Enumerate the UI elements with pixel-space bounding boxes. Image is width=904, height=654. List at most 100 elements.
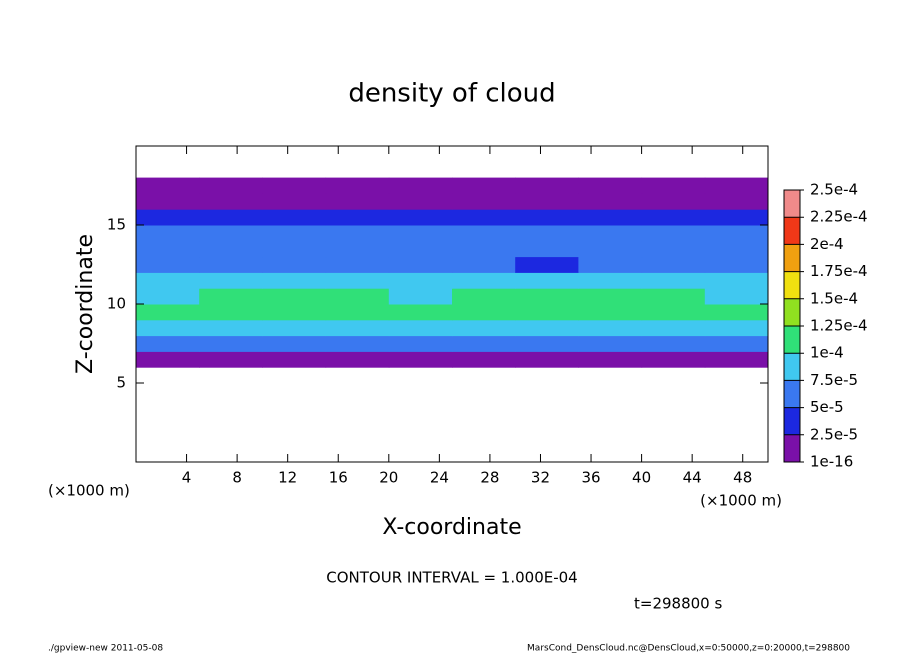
heat-cell bbox=[325, 225, 390, 242]
heat-cell bbox=[705, 383, 769, 399]
heat-cell bbox=[515, 430, 579, 446]
heat-cell bbox=[199, 383, 263, 399]
heat-cell bbox=[388, 288, 453, 305]
heat-cell bbox=[136, 304, 200, 321]
heat-cell bbox=[388, 177, 453, 194]
heat-cell bbox=[641, 256, 706, 273]
heat-cell bbox=[515, 415, 579, 431]
colorbar-label: 2.5e-4 bbox=[810, 181, 858, 199]
heat-cell bbox=[325, 240, 390, 258]
colorbar-band bbox=[784, 217, 800, 245]
heat-cell bbox=[452, 193, 516, 210]
heat-cell bbox=[389, 367, 453, 383]
heat-cell bbox=[389, 383, 453, 399]
heat-cell bbox=[326, 415, 390, 431]
heat-cell bbox=[262, 335, 327, 352]
heat-cell bbox=[515, 240, 579, 258]
colorbar: 1e-16 2.5e-5 5e-5 7.5e-5 1e-4 1.25e-4 1.5e-4 1.… bbox=[783, 181, 868, 471]
heat-cell bbox=[515, 399, 579, 415]
heat-cell bbox=[452, 288, 516, 305]
heat-cell bbox=[136, 446, 200, 462]
footer-left: ./gpview-new 2011-05-08 bbox=[48, 644, 163, 654]
colorbar-label: 2.25e-4 bbox=[810, 208, 868, 226]
heat-cell bbox=[325, 304, 390, 321]
heat-cell bbox=[452, 399, 516, 415]
heat-cell bbox=[326, 446, 390, 462]
heat-cell bbox=[452, 335, 516, 352]
heat-cell bbox=[515, 319, 579, 337]
heat-cell bbox=[389, 399, 453, 415]
heat-cell bbox=[452, 209, 516, 226]
heat-cell bbox=[704, 193, 769, 210]
colorbar-label: 5e-5 bbox=[810, 398, 844, 416]
heat-cell bbox=[641, 304, 706, 321]
heat-cell bbox=[389, 162, 453, 178]
heat-cell bbox=[326, 162, 390, 178]
heat-cell bbox=[515, 288, 579, 305]
heat-cell bbox=[388, 304, 453, 321]
time-note: t=298800 s bbox=[634, 595, 722, 613]
heat-cell bbox=[578, 162, 642, 178]
heat-cell bbox=[578, 399, 642, 415]
heat-cell bbox=[641, 288, 706, 305]
heat-cell bbox=[515, 225, 579, 242]
heat-cell bbox=[578, 225, 643, 242]
heat-cell bbox=[705, 162, 769, 178]
heat-cell bbox=[642, 446, 706, 462]
heat-cell bbox=[452, 415, 516, 431]
heat-cell bbox=[325, 272, 390, 289]
heat-cell bbox=[515, 177, 579, 194]
heat-cell bbox=[326, 383, 390, 399]
heat-cell bbox=[199, 193, 263, 210]
chart-title: density of cloud bbox=[348, 79, 555, 109]
heat-cell bbox=[199, 446, 263, 462]
heat-cell bbox=[642, 146, 706, 162]
heat-cell bbox=[326, 367, 390, 383]
heat-cell bbox=[388, 272, 453, 289]
heat-cell bbox=[136, 367, 200, 383]
heat-cell bbox=[578, 430, 642, 446]
heat-cell bbox=[199, 415, 263, 431]
heat-cell bbox=[578, 209, 643, 226]
heat-cell bbox=[199, 162, 263, 178]
heat-cell bbox=[578, 415, 642, 431]
heat-cell bbox=[704, 240, 769, 258]
colorbar-label: 2e-4 bbox=[810, 235, 844, 253]
heat-cell bbox=[452, 162, 516, 178]
heat-cell bbox=[578, 367, 642, 383]
x-tick-label: 48 bbox=[733, 469, 752, 487]
heat-cell bbox=[704, 304, 769, 321]
heat-cell bbox=[136, 146, 200, 162]
heat-cell bbox=[325, 351, 390, 368]
heat-cell bbox=[136, 430, 200, 446]
colorbar-label: 1.75e-4 bbox=[810, 262, 868, 280]
heat-cell bbox=[515, 351, 579, 368]
heat-cell bbox=[136, 177, 200, 194]
heat-cell bbox=[262, 146, 326, 162]
heat-cell bbox=[452, 383, 516, 399]
heat-cell bbox=[704, 272, 769, 289]
heat-cell bbox=[262, 209, 327, 226]
heat-cell bbox=[515, 146, 579, 162]
heat-cell bbox=[325, 209, 390, 226]
heat-cell bbox=[705, 430, 769, 446]
heat-cell bbox=[388, 256, 453, 273]
heat-cell bbox=[704, 335, 769, 352]
heat-cell bbox=[325, 177, 390, 194]
heat-cell bbox=[705, 399, 769, 415]
heat-cell bbox=[704, 256, 769, 273]
colorbar-label: 1e-16 bbox=[810, 453, 853, 471]
heat-cell bbox=[452, 272, 516, 289]
heat-cell bbox=[326, 146, 390, 162]
heat-cell bbox=[642, 367, 706, 383]
heat-cell bbox=[262, 319, 327, 337]
heat-cell bbox=[388, 335, 453, 352]
heat-cell bbox=[515, 367, 579, 383]
heat-cell bbox=[136, 383, 200, 399]
heat-cell bbox=[199, 209, 263, 226]
heat-cell bbox=[388, 319, 453, 337]
heat-cell bbox=[515, 335, 579, 352]
heat-cell bbox=[199, 319, 263, 337]
heat-cell bbox=[136, 193, 200, 210]
